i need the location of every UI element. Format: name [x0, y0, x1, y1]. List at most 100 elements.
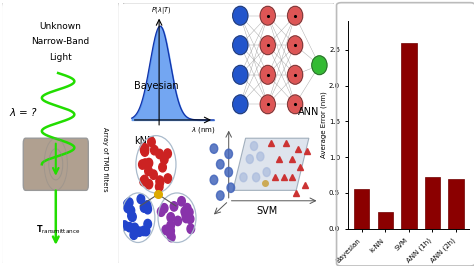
Circle shape: [140, 177, 147, 186]
Circle shape: [127, 206, 135, 215]
Circle shape: [159, 163, 166, 172]
Circle shape: [240, 173, 247, 182]
Text: Light: Light: [49, 53, 72, 62]
Text: $\mathbf{T}_{\rm ransmittance}$: $\mathbf{T}_{\rm ransmittance}$: [36, 223, 80, 236]
Circle shape: [253, 173, 260, 182]
Circle shape: [182, 213, 190, 223]
Circle shape: [185, 207, 193, 217]
Text: $P(\lambda|T)$: $P(\lambda|T)$: [151, 5, 172, 16]
Circle shape: [288, 65, 303, 84]
Circle shape: [157, 207, 165, 216]
Text: Narrow-Band: Narrow-Band: [31, 37, 90, 46]
Circle shape: [167, 226, 174, 235]
Circle shape: [140, 146, 148, 155]
Circle shape: [233, 95, 248, 114]
Circle shape: [167, 213, 174, 222]
Circle shape: [140, 203, 148, 212]
Circle shape: [137, 194, 145, 204]
Text: $\lambda$ = ?: $\lambda$ = ?: [9, 106, 38, 118]
Circle shape: [144, 205, 152, 214]
Circle shape: [147, 137, 155, 147]
Circle shape: [121, 221, 128, 230]
Bar: [377, 212, 393, 229]
Circle shape: [142, 226, 150, 236]
Circle shape: [145, 166, 152, 176]
Circle shape: [210, 144, 218, 153]
Circle shape: [260, 6, 275, 25]
Circle shape: [140, 226, 147, 236]
Y-axis label: Average Error (nm): Average Error (nm): [321, 92, 328, 158]
Circle shape: [138, 160, 146, 169]
Circle shape: [182, 210, 190, 220]
Circle shape: [124, 203, 132, 213]
Circle shape: [225, 167, 233, 177]
Circle shape: [217, 191, 224, 200]
FancyBboxPatch shape: [121, 3, 336, 266]
Circle shape: [257, 152, 264, 161]
Circle shape: [167, 221, 174, 230]
Circle shape: [144, 219, 152, 229]
Polygon shape: [233, 138, 309, 190]
Circle shape: [181, 207, 189, 216]
Circle shape: [128, 211, 136, 221]
Circle shape: [183, 203, 191, 213]
Circle shape: [141, 175, 148, 185]
Circle shape: [178, 197, 185, 206]
Circle shape: [128, 212, 136, 222]
Bar: [354, 189, 369, 229]
Circle shape: [288, 95, 303, 114]
Circle shape: [126, 222, 133, 232]
Circle shape: [124, 200, 131, 209]
Text: kNN: kNN: [134, 136, 154, 146]
Circle shape: [160, 203, 168, 213]
Circle shape: [233, 6, 248, 25]
Circle shape: [174, 216, 182, 226]
Circle shape: [141, 147, 149, 156]
FancyBboxPatch shape: [23, 138, 88, 190]
Circle shape: [140, 143, 148, 153]
Circle shape: [151, 146, 158, 155]
Circle shape: [288, 36, 303, 55]
Circle shape: [250, 142, 257, 151]
Circle shape: [263, 168, 270, 177]
Circle shape: [260, 95, 275, 114]
Circle shape: [164, 149, 172, 158]
Circle shape: [141, 144, 149, 153]
Bar: [425, 177, 440, 229]
Circle shape: [162, 225, 170, 235]
Text: $\lambda$ (nm): $\lambda$ (nm): [191, 125, 216, 135]
Circle shape: [143, 201, 151, 210]
Circle shape: [131, 223, 138, 232]
Bar: [448, 179, 464, 229]
Text: Bayesian: Bayesian: [134, 81, 178, 91]
Circle shape: [170, 202, 178, 211]
Circle shape: [130, 230, 137, 239]
Circle shape: [145, 158, 153, 168]
Circle shape: [145, 180, 153, 189]
Text: ANN: ANN: [298, 107, 319, 117]
Circle shape: [225, 149, 233, 159]
Circle shape: [233, 36, 248, 55]
Circle shape: [126, 198, 133, 207]
Circle shape: [233, 65, 248, 84]
Circle shape: [187, 224, 195, 234]
Circle shape: [156, 149, 164, 159]
Circle shape: [217, 160, 224, 169]
Circle shape: [141, 159, 149, 168]
FancyBboxPatch shape: [1, 0, 119, 266]
Text: Array of TMD filters: Array of TMD filters: [101, 127, 108, 191]
Circle shape: [156, 177, 164, 187]
Circle shape: [210, 175, 218, 185]
Circle shape: [167, 232, 175, 242]
Circle shape: [288, 6, 303, 25]
Circle shape: [166, 228, 174, 238]
Circle shape: [312, 56, 327, 74]
Circle shape: [164, 174, 172, 183]
Bar: [401, 43, 417, 229]
Circle shape: [186, 214, 194, 224]
Circle shape: [156, 176, 164, 185]
Circle shape: [136, 227, 143, 236]
Circle shape: [260, 65, 275, 84]
Text: SVM: SVM: [256, 206, 277, 216]
Circle shape: [260, 36, 275, 55]
